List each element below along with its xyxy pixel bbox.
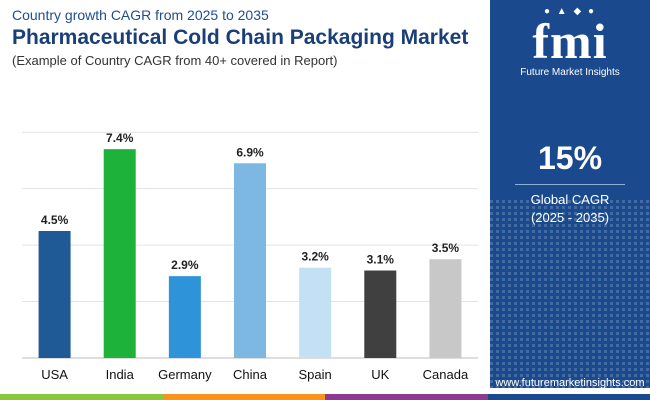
x-tick-label: India	[106, 367, 135, 382]
bar-germany	[168, 276, 201, 358]
bar-spain	[299, 267, 332, 358]
chart-header: Country growth CAGR from 2025 to 2035 Ph…	[12, 6, 490, 69]
global-cagr-stat: 15% Global CAGR (2025 - 2035)	[490, 138, 650, 227]
bar-india	[103, 149, 136, 358]
global-cagr-label: Global CAGR	[530, 192, 610, 207]
bar-usa	[38, 231, 71, 358]
chart-subtitle: Country growth CAGR from 2025 to 2035	[12, 7, 269, 23]
data-label: 7.4%	[106, 131, 134, 145]
x-tick-label: UK	[371, 367, 389, 382]
bar-uk	[364, 270, 397, 358]
bottom-color-bar	[0, 394, 650, 400]
x-tick-label: USA	[41, 367, 68, 382]
map-texture	[490, 200, 650, 388]
website-link[interactable]: www.futuremarketinsights.com	[495, 377, 645, 389]
bar-china	[234, 163, 266, 358]
x-tick-label: Spain	[299, 367, 332, 382]
bar-canada	[429, 259, 462, 358]
logo-mark: fmi	[532, 13, 608, 69]
data-label: 4.5%	[41, 213, 69, 227]
x-tick-label: Canada	[423, 367, 469, 382]
bottom-bar-segment	[325, 394, 488, 400]
x-tick-label: Germany	[158, 367, 212, 382]
bar-chart: 4.5% USA 7.4% India 2.9% Germany 6.9% China 3.2%…	[22, 131, 478, 382]
x-tick-label: China	[233, 367, 268, 382]
sidebar-panel: ● ▲ ◆ ● fmi Future Market Insights 15% G…	[490, 0, 650, 388]
data-label: 3.5%	[432, 241, 460, 255]
data-label: 6.9%	[236, 145, 264, 159]
bottom-bar-segment	[0, 394, 163, 400]
bottom-bar-segment	[487, 394, 650, 400]
data-label: 2.9%	[171, 258, 199, 272]
stat-divider	[515, 184, 625, 185]
bottom-bar-segment	[162, 394, 325, 400]
global-cagr-value: 15%	[537, 140, 603, 176]
data-label: 3.1%	[367, 253, 395, 267]
global-cagr-period: (2025 - 2035)	[530, 210, 610, 225]
fmi-logo: ● ▲ ◆ ● fmi Future Market Insights	[490, 6, 650, 80]
chart-title: Pharmaceutical Cold Chain Packaging Mark…	[12, 26, 469, 49]
logo-icons: ● ▲ ◆ ●	[543, 6, 596, 17]
data-label: 3.2%	[301, 250, 329, 264]
logo-text: Future Market Insights	[520, 67, 620, 78]
chart-note: (Example of Country CAGR from 40+ covere…	[12, 53, 338, 68]
